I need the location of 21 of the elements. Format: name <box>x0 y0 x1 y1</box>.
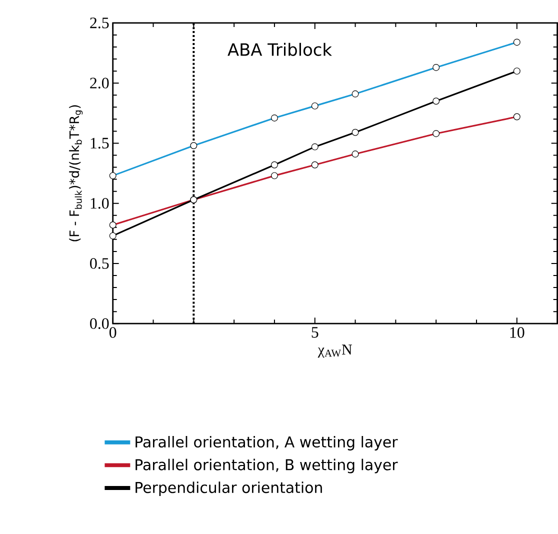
y-tick-label: 2.5 <box>90 17 109 28</box>
y-tick-label: 0.0 <box>90 318 109 329</box>
y-tick-label: 1.0 <box>90 198 109 209</box>
point <box>270 161 278 168</box>
x-tick-label: 0 <box>109 326 116 338</box>
legend-label: Parallel orientation, A wetting layer <box>136 436 398 450</box>
annotation: ABA Triblock <box>228 42 332 56</box>
point <box>311 143 318 150</box>
legend-label: Perpendicular orientation <box>136 481 322 496</box>
legend-label: Parallel orientation, B wetting layer <box>136 458 398 474</box>
point <box>352 128 359 136</box>
x-tick-label: 10 <box>510 326 524 338</box>
x-axis-title: χ$_{AW}$N <box>318 344 352 358</box>
point <box>109 232 116 240</box>
y-tick-label: 1.5 <box>90 138 109 148</box>
point <box>513 67 520 74</box>
y-tick-label: 0.5 <box>90 258 109 269</box>
y-axis-title: (F - F$_{bulk}$)*d/(nk$_{b}$T*R$_{g}$) <box>69 105 83 242</box>
y-tick-label: 2.0 <box>90 78 109 88</box>
x-tick-label: 5 <box>312 326 318 338</box>
point <box>432 97 440 104</box>
